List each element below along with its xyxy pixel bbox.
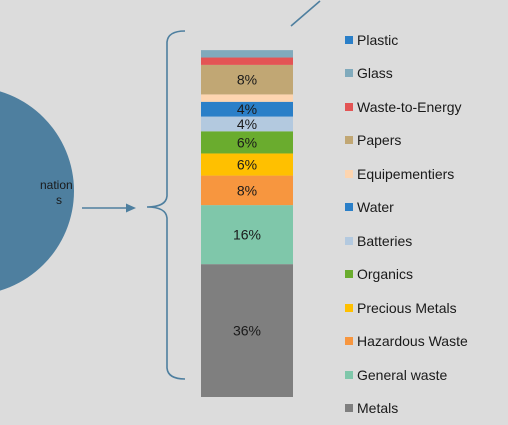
stacked-bar: 36% 16% 8% 6% 6% 4%4% 8% xyxy=(201,50,293,397)
legend-item-papers: Papers xyxy=(345,124,468,158)
data-label-organics: 6% xyxy=(237,134,257,150)
leader-line xyxy=(291,1,320,26)
legend-label: Hazardous Waste xyxy=(357,333,468,349)
legend-label: Waste-to-Energy xyxy=(357,99,462,115)
legend-swatch xyxy=(345,337,353,345)
legend-item-batteries: Batteries xyxy=(345,224,468,258)
data-label-metals: 36% xyxy=(233,323,261,339)
legend-item-waste-to-energy: Waste-to-Energy xyxy=(345,90,468,124)
legend-swatch xyxy=(345,36,353,44)
legend-item-general-waste: General waste xyxy=(345,358,468,392)
legend-swatch xyxy=(345,304,353,312)
legend-label: Precious Metals xyxy=(357,300,457,316)
legend-label: General waste xyxy=(357,367,447,383)
chart-legend: Plastic Glass Waste-to-Energy Papers Equipem… xyxy=(345,23,468,425)
legend-swatch xyxy=(345,170,353,178)
circle-label-line1: nation xyxy=(40,178,73,193)
connector-arrow xyxy=(82,204,136,213)
bar-segment-waste-to-energy xyxy=(201,58,293,65)
legend-label: Plastic xyxy=(357,32,398,48)
legend-swatch xyxy=(345,203,353,211)
grouping-brace xyxy=(147,31,185,379)
legend-item-equipementiers: Equipementiers xyxy=(345,157,468,191)
data-label-general-waste: 16% xyxy=(233,227,261,243)
bar-segment-glass xyxy=(201,50,293,57)
legend-label: Glass xyxy=(357,65,393,81)
legend-item-glass: Glass xyxy=(345,57,468,91)
data-label-precious-metals: 6% xyxy=(237,157,257,173)
legend-swatch xyxy=(345,270,353,278)
legend-item-plastic: Plastic xyxy=(345,23,468,57)
legend-item-organics: Organics xyxy=(345,258,468,292)
legend-label: Water xyxy=(357,199,394,215)
data-label-water: 4% xyxy=(237,101,257,117)
legend-item-water: Water xyxy=(345,191,468,225)
legend-label: Batteries xyxy=(357,233,412,249)
legend-item-hazardous-waste: Hazardous Waste xyxy=(345,325,468,359)
legend-swatch xyxy=(345,136,353,144)
data-label-papers: 8% xyxy=(237,72,257,88)
bar-segment-equipementiers xyxy=(201,94,293,101)
legend-swatch xyxy=(345,103,353,111)
legend-label: Organics xyxy=(357,266,413,282)
legend-item-precious-metals: Precious Metals xyxy=(345,291,468,325)
circle-label-line2: s xyxy=(56,193,62,208)
legend-swatch xyxy=(345,69,353,77)
legend-swatch xyxy=(345,404,353,412)
legend-label: Papers xyxy=(357,132,401,148)
data-label-hazardous-waste: 8% xyxy=(237,182,257,198)
legend-swatch xyxy=(345,371,353,379)
data-label-batteries: 4% xyxy=(237,116,257,132)
legend-item-metals: Metals xyxy=(345,392,468,425)
legend-swatch xyxy=(345,237,353,245)
legend-label: Equipementiers xyxy=(357,166,454,182)
